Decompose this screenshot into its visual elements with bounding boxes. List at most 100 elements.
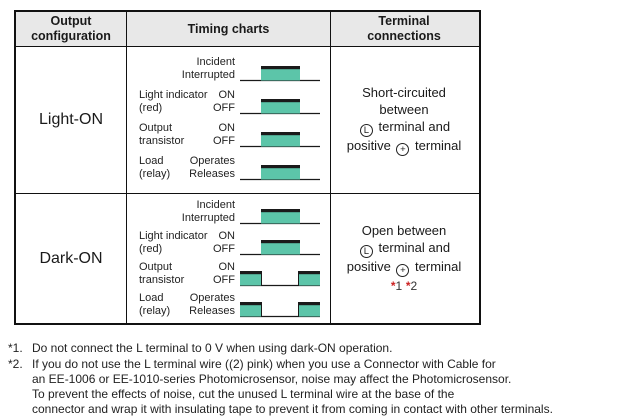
header-terminal-connections: Terminal connections [331,12,477,46]
waveform-pulse [240,240,320,256]
signal-state-labels: ON OFF [208,230,239,256]
waveform-pulse [240,132,320,148]
footnote-ref-2: *2 [405,279,418,294]
signal-group: Load (relay) Operates Releases [139,288,320,318]
signal-group: Output transistor ON OFF [139,257,320,287]
waveform [240,159,320,181]
state-label-bottom: OFF [213,135,235,147]
terminal-line: between [379,101,428,118]
footnote-line: To prevent the effects of noise, cut the… [32,387,455,401]
signal-state-labels: ON OFF [184,122,238,148]
asterisk: * [405,279,411,294]
signal-group: Output transistor ON OFF [139,117,320,148]
footnote: *2. If you do not use the L terminal wir… [8,357,628,417]
header-timing-charts: Timing charts [127,12,331,46]
waveform [240,234,320,256]
signal-group-label: Output transistor [139,261,185,286]
header-output-configuration: Output configuration [16,12,127,46]
state-label-top: ON [218,89,236,101]
output-configuration-table: Output configuration Timing charts Termin… [14,10,481,325]
terminal-text: positive [346,259,395,274]
config-label-light-on: Light-ON [16,47,127,193]
timing-chart-light-on: Incident Interrupted Light indicator (red… [127,47,331,193]
signal-group: Incident Interrupted [139,195,320,225]
table-row-light-on: Light-ON Incident Interrupted Light indi… [16,47,479,194]
header-line: Output [50,14,92,28]
footnote-line: Do not connect the L terminal to 0 V whe… [32,341,393,355]
waveform-inverted [240,302,320,318]
waveform-pulse [240,99,320,115]
signal-group: Light indicator (red) ON OFF [139,84,320,115]
signal-state-labels: Operates Releases [170,292,238,318]
state-label-top: Operates [189,292,235,304]
footnote-ref-1: *1 [390,279,403,294]
state-label-top: Operates [189,155,235,167]
footnotes: *1. Do not connect the L terminal to 0 V… [8,341,628,418]
waveform [240,93,320,115]
terminal-text: terminal and [374,239,451,255]
waveform [240,60,320,82]
state-label-top: Incident [196,56,235,68]
signal-group-label: Light indicator (red) [139,230,208,255]
signal-group-label: Light indicator (red) [139,89,208,114]
waveform [240,203,320,225]
footnote-line: an EE-1006 or EE-1010-series Photomicros… [32,372,512,386]
terminal-connections-dark-on: Open between L terminal and positive + ter… [331,194,477,323]
config-label-dark-on: Dark-ON [16,194,127,323]
terminal-line: positive + terminal [346,258,462,278]
signal-group: Incident Interrupted [139,51,320,82]
signal-group-label: Load (relay) [139,292,171,317]
signal-group-label: Load (relay) [139,155,171,180]
state-label-top: ON [218,230,236,242]
terminal-connections-light-on: Short-circuited between L terminal and posi… [331,47,477,193]
state-label-bottom: OFF [213,102,235,114]
header-line: connections [367,29,441,43]
table-header-row: Output configuration Timing charts Termin… [16,12,479,47]
circled-L-terminal-icon: L [359,124,373,137]
terminal-line: L terminal and [358,118,450,137]
footnote-text: Do not connect the L terminal to 0 V whe… [32,341,628,356]
circled-plus-terminal-icon: + [396,143,410,157]
terminal-line: Open between [362,222,447,239]
state-label-bottom: Releases [189,305,235,317]
header-line: Timing charts [187,21,270,36]
footnote: *1. Do not connect the L terminal to 0 V… [8,341,628,356]
footnote-line: If you do not use the L terminal wire ((… [32,357,496,371]
timing-chart-dark-on: Incident Interrupted Light indicator (red… [127,194,331,323]
asterisk: * [390,279,396,294]
footnote-marker: *2. [8,357,23,371]
terminal-text: terminal and [374,118,451,134]
state-label-bottom: OFF [213,243,235,255]
footnote-text: If you do not use the L terminal wire ((… [32,357,628,417]
terminal-line: positive + terminal [346,137,462,157]
terminal-text: between [379,101,429,117]
terminal-line: *1 *2 [391,277,417,295]
state-label-top: Incident [196,199,235,211]
state-label-top: ON [218,122,236,134]
table-row-dark-on: Dark-ON Incident Interrupted Light indic… [16,194,479,323]
circled-plus-terminal-icon: + [396,264,410,278]
signal-state-labels: Incident Interrupted [139,199,238,225]
terminal-text: terminal [411,138,462,153]
state-label-top: ON [218,261,236,273]
terminal-text: positive [346,138,395,153]
signal-group-label: Output transistor [139,122,185,147]
terminal-text: Open between [361,222,447,238]
waveform [240,296,320,318]
signal-state-labels: ON OFF [184,261,238,287]
footnote-marker: *1. [8,341,23,355]
footnote-line: connector and wrap it with insulating ta… [32,402,553,416]
waveform-inverted [240,271,320,287]
terminal-text: terminal [411,259,462,274]
terminal-text: Short-circuited [362,84,446,100]
signal-state-labels: Operates Releases [170,155,238,181]
header-line: Terminal [378,14,430,28]
waveform [240,265,320,287]
header-line: configuration [31,29,111,43]
waveform-pulse [240,66,320,82]
terminal-line: Short-circuited [362,84,446,101]
state-label-bottom: OFF [213,274,235,286]
terminal-line: L terminal and [358,239,450,258]
signal-group: Load (relay) Operates Releases [139,150,320,181]
